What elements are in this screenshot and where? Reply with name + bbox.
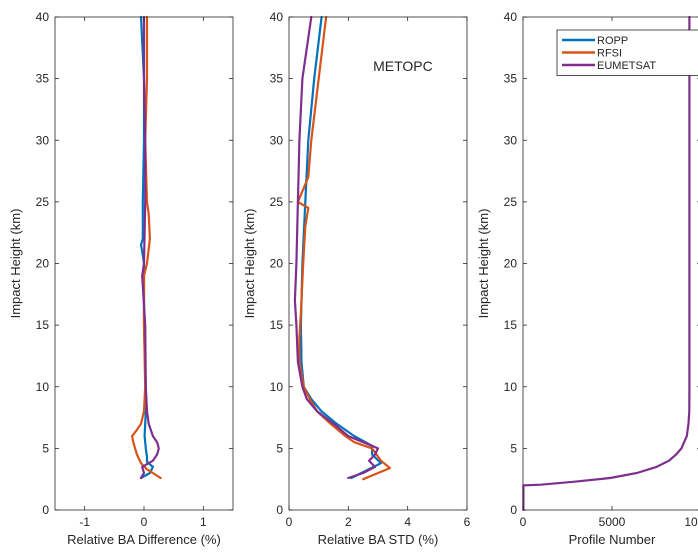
panel-1-series-eumetsat: [139, 15, 160, 480]
x-tick-label: 2: [345, 515, 352, 529]
panel-1-series-rfsi: [131, 15, 162, 480]
y-tick-label: 40: [270, 10, 284, 24]
panel-2-series-eumetsat: [293, 15, 380, 480]
legend-label-eumetsat: EUMETSAT: [597, 60, 656, 72]
x-tick-label: 4: [404, 515, 411, 529]
y-tick-label: 35: [36, 72, 50, 86]
x-tick-label: 0: [286, 515, 293, 529]
y-tick-label: 0: [276, 503, 283, 517]
panel-2-axes-box: [288, 16, 468, 511]
panel-3-ticks: 0 5000 10000 0 5 10 15 20 25 30 35 40: [504, 10, 698, 529]
x-tick-label: -1: [79, 515, 90, 529]
panel-2-series-rfsi: [296, 15, 391, 481]
y-tick-label: 30: [504, 133, 518, 147]
panel-1-marks: [131, 15, 162, 480]
y-tick-label: 40: [36, 10, 50, 24]
y-tick-label: 15: [36, 318, 50, 332]
x-tick-label: 5000: [599, 515, 626, 529]
y-tick-label: 0: [510, 503, 517, 517]
panel-2-marks: [293, 15, 391, 481]
y-tick-label: 20: [270, 257, 284, 271]
x-tick-label: 0: [141, 515, 148, 529]
y-tick-label: 15: [270, 318, 284, 332]
panel-2-annotation: METOPC: [373, 58, 433, 74]
y-tick-label: 10: [504, 380, 518, 394]
panel-2-y-axis-label: Impact Height (km): [242, 209, 257, 319]
y-tick-label: 0: [42, 503, 49, 517]
x-tick-label: 6: [464, 515, 471, 529]
x-tick-label: 10000: [684, 515, 698, 529]
y-tick-label: 25: [36, 195, 50, 209]
y-tick-label: 20: [504, 257, 518, 271]
y-tick-label: 35: [270, 72, 284, 86]
panel-1-y-axis-label: Impact Height (km): [8, 209, 23, 319]
panel-relative-ba-std: 0 2 4 6 0 5 10 15 20 25 30 35 40 Relative BA STD (%)…: [242, 10, 471, 547]
y-tick-label: 5: [510, 441, 517, 455]
y-tick-label: 40: [504, 10, 518, 24]
panel-3-x-axis-label: Profile Number: [569, 532, 656, 547]
panel-1-x-axis-label: Relative BA Difference (%): [67, 532, 221, 547]
panel-3-series-eumetsat: [522, 15, 691, 512]
y-tick-label: 5: [42, 441, 49, 455]
y-tick-label: 35: [504, 72, 518, 86]
panel-3-axes-box: [522, 16, 698, 511]
panel-2-x-axis-label: Relative BA STD (%): [318, 532, 439, 547]
y-tick-label: 5: [276, 441, 283, 455]
x-tick-label: 1: [200, 515, 207, 529]
y-tick-label: 25: [270, 195, 284, 209]
y-tick-label: 25: [504, 195, 518, 209]
panel-3-marks: [522, 15, 691, 512]
panel-2-ticks: 0 2 4 6 0 5 10 15 20 25 30 35 40: [270, 10, 471, 529]
y-tick-label: 30: [270, 133, 284, 147]
legend-label-ropp: ROPP: [597, 35, 628, 47]
legend-label-rfsi: RFSI: [597, 48, 622, 60]
panel-2-series-ropp: [299, 15, 383, 480]
panel-profile-number: 0 5000 10000 0 5 10 15 20 25 30 35 40 Profile Numbe…: [476, 10, 698, 547]
y-tick-label: 15: [504, 318, 518, 332]
y-tick-label: 10: [270, 380, 284, 394]
panel-3-y-axis-label: Impact Height (km): [476, 209, 491, 319]
y-tick-label: 10: [36, 380, 50, 394]
x-tick-label: 0: [520, 515, 527, 529]
y-tick-label: 20: [36, 257, 50, 271]
y-tick-label: 30: [36, 133, 50, 147]
